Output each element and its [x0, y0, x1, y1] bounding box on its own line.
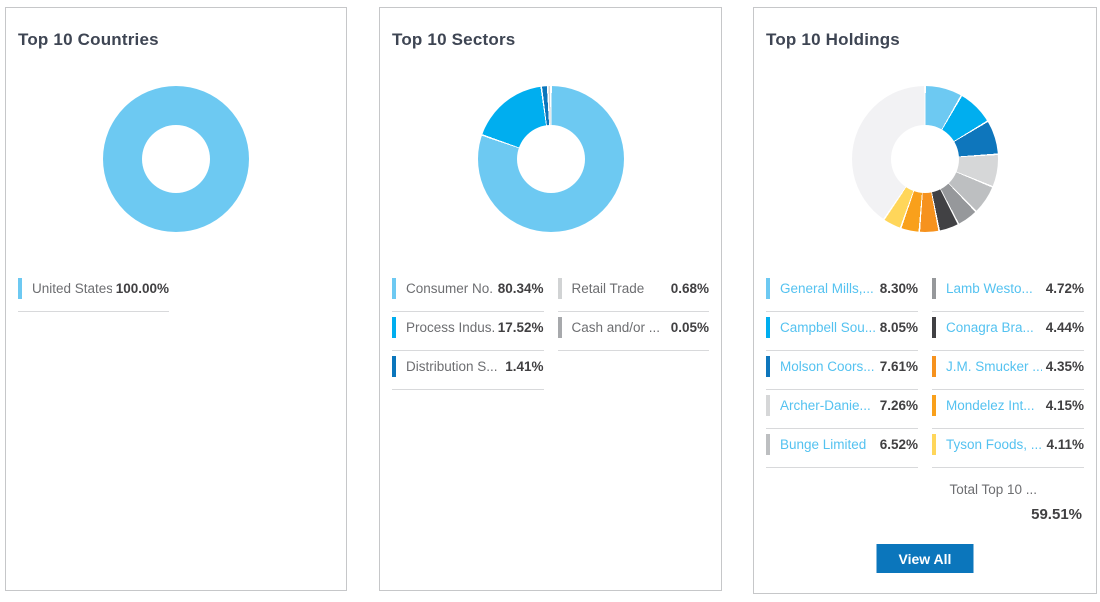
legend-color-marker [766, 395, 770, 416]
panel-title-countries: Top 10 Countries [18, 30, 159, 49]
total-top10-block: Total Top 10 ... 59.51% [949, 482, 1082, 523]
legend-column: United States 100.00% [18, 278, 169, 317]
countries-legend: United States 100.00% [18, 278, 334, 317]
legend-value: 4.72% [1045, 281, 1084, 296]
legend-value: 100.00% [115, 281, 169, 296]
legend-label: Process Indus... [406, 320, 494, 335]
legend-value: 6.52% [879, 437, 918, 452]
legend-value: 4.15% [1045, 398, 1084, 413]
legend-item: Cash and/or ... 0.05% [557, 317, 709, 351]
holding-link[interactable]: Bunge Limited [780, 437, 867, 452]
holding-link[interactable]: Lamb Westo... [946, 281, 1033, 296]
legend-value: 8.30% [879, 281, 918, 296]
legend-label: Cash and/or ... [571, 320, 661, 335]
legend-item: J.M. Smucker ... 4.35% [932, 356, 1084, 390]
legend-value: 7.61% [879, 359, 918, 374]
legend-item: Conagra Bra... 4.44% [932, 317, 1084, 351]
holding-link[interactable]: Molson Coors... [780, 359, 875, 374]
legend-item: Consumer No... 80.34% [392, 278, 544, 312]
legend-item: Tyson Foods, ... 4.11% [932, 434, 1084, 468]
legend-value: 4.35% [1045, 359, 1084, 374]
view-all-button[interactable]: View All [876, 544, 974, 573]
legend-color-marker [766, 317, 770, 338]
panel-title-sectors: Top 10 Sectors [392, 30, 516, 49]
countries-donut-chart[interactable] [103, 86, 249, 232]
legend-value: 8.05% [879, 320, 918, 335]
legend-color-marker [932, 317, 936, 338]
legend-item: Campbell Sou... 8.05% [766, 317, 918, 351]
legend-value: 17.52% [497, 320, 544, 335]
top-10-sectors-panel: Top 10 Sectors Consumer No... 80.34% Proce… [379, 7, 722, 591]
sectors-legend: Consumer No... 80.34% Process Indus... 17.5… [392, 278, 709, 395]
holdings-legend: General Mills,... 8.30% Campbell Sou... 8.0… [766, 278, 1084, 473]
top-10-holdings-panel: Top 10 Holdings General Mills,... 8.30% Ca… [753, 7, 1097, 594]
holding-link[interactable]: Archer-Danie... [780, 398, 871, 413]
legend-item: Process Indus... 17.52% [392, 317, 544, 351]
legend-value: 4.44% [1045, 320, 1084, 335]
legend-color-marker [766, 434, 770, 455]
legend-item: Mondelez Int... 4.15% [932, 395, 1084, 429]
legend-color-marker [932, 278, 936, 299]
legend-label: Distribution S... [406, 359, 498, 374]
legend-item: Retail Trade 0.68% [557, 278, 709, 312]
legend-value: 4.11% [1046, 437, 1084, 452]
legend-color-marker [766, 278, 770, 299]
legend-color-marker [932, 434, 936, 455]
legend-label: Consumer No... [406, 281, 494, 296]
legend-color-marker [392, 317, 396, 338]
legend-value: 0.05% [670, 320, 709, 335]
legend-item: Bunge Limited 6.52% [766, 434, 918, 468]
panel-title-holdings: Top 10 Holdings [766, 30, 900, 49]
legend-item: Lamb Westo... 4.72% [932, 278, 1084, 312]
legend-column: Consumer No... 80.34% Process Indus... 17.5… [392, 278, 544, 395]
holding-link[interactable]: Mondelez Int... [946, 398, 1035, 413]
total-top10-value: 59.51% [1031, 506, 1082, 523]
legend-color-marker [766, 356, 770, 377]
legend-color-marker [932, 395, 936, 416]
legend-item: Molson Coors... 7.61% [766, 356, 918, 390]
sectors-donut-chart[interactable] [477, 86, 624, 232]
legend-label: Retail Trade [571, 281, 645, 296]
legend-item: United States 100.00% [18, 278, 169, 312]
holding-link[interactable]: J.M. Smucker ... [946, 359, 1042, 374]
holding-link[interactable]: General Mills,... [780, 281, 874, 296]
legend-color-marker [392, 356, 396, 377]
holding-link[interactable]: Tyson Foods, ... [946, 437, 1043, 452]
legend-column: Lamb Westo... 4.72% Conagra Bra... 4.44% J.M… [932, 278, 1084, 473]
legend-color-marker [932, 356, 936, 377]
legend-value: 80.34% [497, 281, 544, 296]
holdings-donut-chart[interactable] [852, 86, 998, 232]
legend-column: General Mills,... 8.30% Campbell Sou... 8.0… [766, 278, 918, 473]
legend-value: 0.68% [670, 281, 709, 296]
legend-column: Retail Trade 0.68% Cash and/or ... 0.05% [557, 278, 709, 356]
holding-link[interactable]: Conagra Bra... [946, 320, 1034, 335]
legend-item: General Mills,... 8.30% [766, 278, 918, 312]
legend-label: United States [32, 281, 112, 296]
legend-value: 1.41% [505, 359, 544, 374]
legend-color-marker [557, 278, 562, 299]
legend-value: 7.26% [879, 398, 918, 413]
holding-link[interactable]: Campbell Sou... [780, 320, 876, 335]
total-top10-label: Total Top 10 ... [949, 482, 1037, 497]
top-10-countries-panel: Top 10 Countries United States 100.00% [5, 7, 347, 591]
legend-item: Distribution S... 1.41% [392, 356, 544, 390]
legend-color-marker [18, 278, 22, 299]
legend-color-marker [557, 317, 562, 338]
legend-item: Archer-Danie... 7.26% [766, 395, 918, 429]
legend-color-marker [392, 278, 396, 299]
